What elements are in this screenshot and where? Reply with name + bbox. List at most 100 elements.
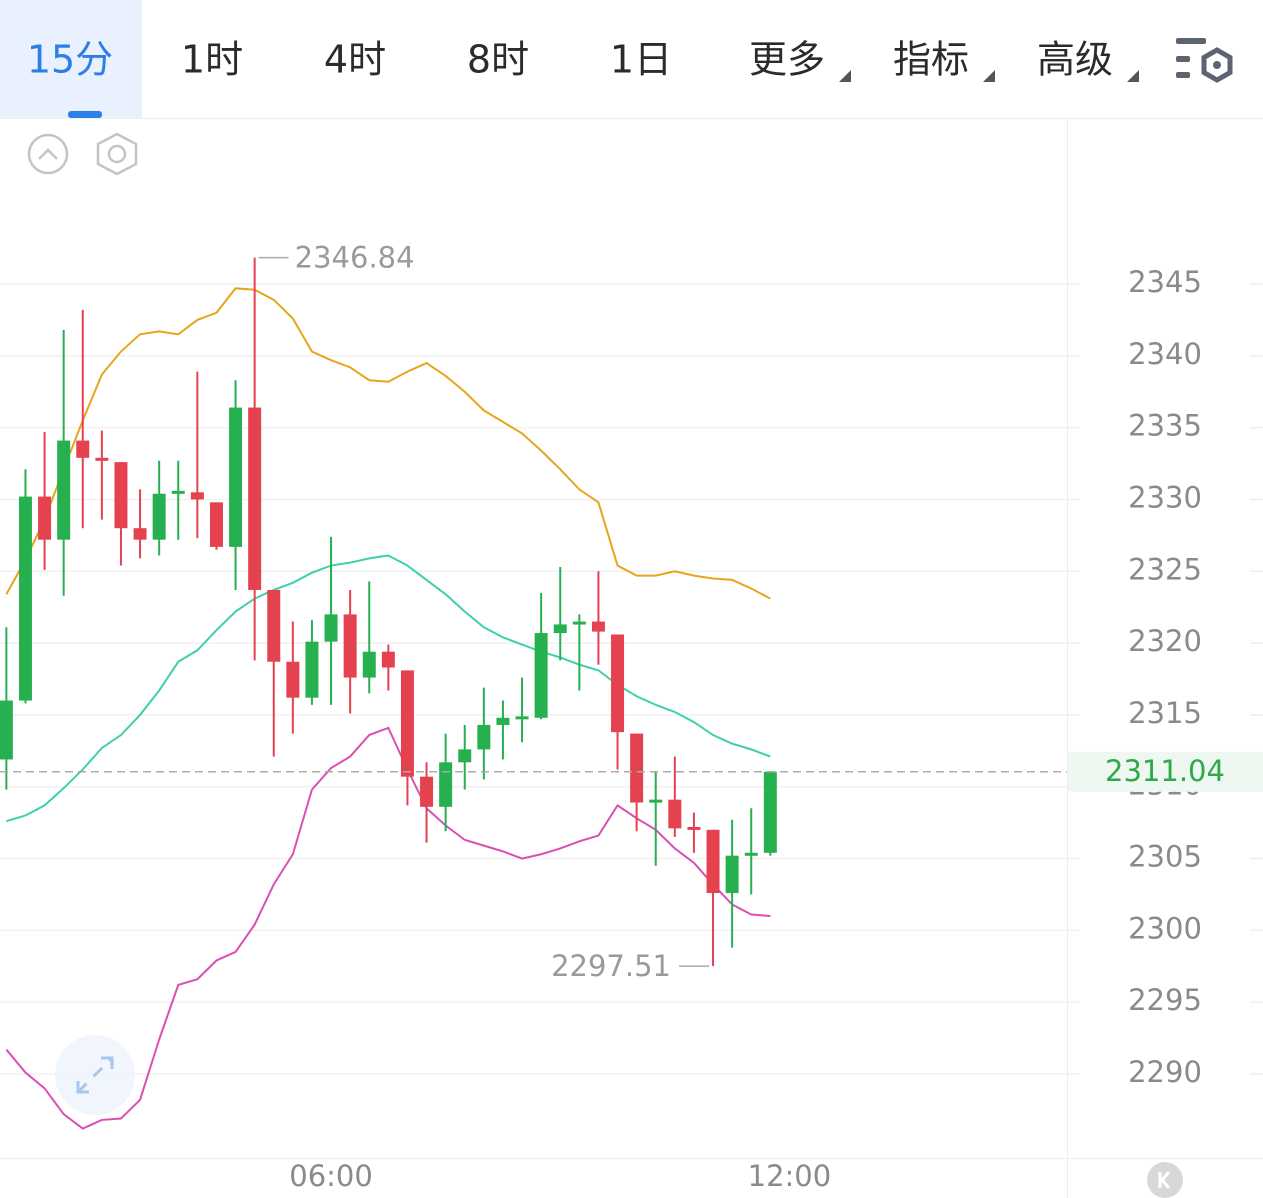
candle-body bbox=[95, 457, 109, 461]
candle-body bbox=[114, 462, 128, 529]
tab[interactable]: 指标 bbox=[893, 38, 995, 83]
candle-body bbox=[190, 492, 204, 500]
icon-arrow-head bbox=[101, 1056, 114, 1069]
candle bbox=[439, 733, 453, 832]
candle-body bbox=[76, 440, 90, 458]
overlay bbox=[55, 1035, 1183, 1198]
menu-caret bbox=[839, 70, 851, 82]
tab[interactable]: 高级 bbox=[1037, 38, 1139, 83]
tab-label: 1时 bbox=[181, 38, 243, 82]
icon-bg bbox=[1147, 1162, 1183, 1198]
band-line bbox=[5, 726, 771, 1130]
candle-body bbox=[591, 621, 605, 632]
tab-label: 更多 bbox=[749, 38, 825, 82]
band-line bbox=[6, 554, 771, 823]
candle-body bbox=[534, 633, 548, 718]
chart-tools bbox=[27, 132, 138, 176]
candle bbox=[18, 469, 32, 704]
candle-body bbox=[553, 624, 567, 634]
y-tick-label: 2300 bbox=[1128, 911, 1202, 945]
candle bbox=[38, 431, 52, 570]
candle-body bbox=[611, 634, 625, 733]
candle-body bbox=[420, 776, 434, 807]
tab-label: 高级 bbox=[1037, 38, 1113, 82]
toolbar: 15分 1时 4时 8时 1日 更多 指标 高级 bbox=[0, 0, 1263, 119]
candle bbox=[668, 756, 682, 837]
tab[interactable]: 15分 bbox=[0, 0, 142, 118]
candle bbox=[152, 460, 166, 556]
candle-body bbox=[649, 799, 663, 803]
candle-body bbox=[439, 762, 453, 807]
candle bbox=[133, 489, 147, 559]
candle bbox=[0, 627, 13, 790]
candle bbox=[515, 677, 529, 743]
price-label: 2311.04 bbox=[1105, 754, 1225, 788]
y-tick-label: 2325 bbox=[1128, 552, 1202, 586]
candle bbox=[362, 581, 376, 694]
tab[interactable]: 8时 bbox=[467, 38, 529, 82]
low-label: 2297.51 bbox=[551, 949, 671, 983]
candle-body bbox=[152, 493, 166, 540]
candle bbox=[591, 571, 605, 665]
candle bbox=[381, 644, 395, 691]
icon-hex bbox=[96, 132, 138, 176]
candle bbox=[763, 771, 777, 856]
candle bbox=[248, 257, 262, 661]
icon-hex bbox=[1201, 47, 1233, 83]
x-tick-label: 12:00 bbox=[748, 1159, 832, 1193]
candle-body bbox=[687, 826, 701, 830]
icon-bar bbox=[1176, 72, 1190, 78]
indicator-settings-button[interactable] bbox=[96, 132, 138, 176]
tab-label: 4时 bbox=[324, 38, 386, 82]
candle-body bbox=[362, 651, 376, 678]
icon-arrow bbox=[76, 1056, 114, 1094]
tab[interactable]: 4时 bbox=[324, 38, 386, 82]
k-button[interactable] bbox=[1147, 1162, 1183, 1198]
menu-caret bbox=[983, 70, 995, 82]
band-line bbox=[5, 287, 771, 600]
icon-arrow-head bbox=[76, 1081, 89, 1094]
candle bbox=[209, 502, 223, 550]
collapse-button[interactable] bbox=[27, 133, 69, 175]
icon-dot bbox=[1213, 61, 1221, 69]
candle bbox=[553, 566, 567, 661]
candle bbox=[114, 462, 128, 566]
candle-body bbox=[496, 717, 510, 725]
candle-body bbox=[229, 407, 243, 547]
icon-dot bbox=[107, 144, 127, 164]
tab[interactable]: 1日 bbox=[610, 38, 672, 82]
candle bbox=[458, 724, 472, 790]
candle bbox=[286, 621, 300, 734]
candle-body bbox=[381, 651, 395, 668]
tab-label: 8时 bbox=[467, 38, 529, 82]
icon-circle bbox=[27, 133, 69, 175]
tab-label: 15分 bbox=[27, 38, 113, 82]
settings-button[interactable] bbox=[1176, 38, 1233, 83]
candle-body bbox=[171, 490, 185, 494]
candle bbox=[305, 620, 319, 705]
icon-k bbox=[1160, 1171, 1171, 1189]
tab[interactable]: 1时 bbox=[181, 38, 243, 82]
candle-body bbox=[0, 700, 13, 760]
tab[interactable]: 更多 bbox=[749, 38, 851, 83]
candle bbox=[534, 592, 548, 720]
candle bbox=[267, 589, 281, 757]
candle-body bbox=[343, 614, 357, 678]
fullscreen-button[interactable] bbox=[55, 1035, 135, 1115]
candle bbox=[76, 309, 90, 529]
candle bbox=[420, 762, 434, 843]
y-tick-label: 2335 bbox=[1128, 409, 1202, 443]
candle bbox=[95, 430, 109, 520]
menu-caret bbox=[1127, 70, 1139, 82]
candle-body bbox=[763, 771, 777, 853]
candle bbox=[611, 634, 625, 770]
y-tick-label: 2320 bbox=[1128, 624, 1202, 658]
plot: 2290229523002305231023152320232523302335… bbox=[0, 118, 1263, 1198]
candle-body bbox=[267, 589, 281, 662]
candle-body bbox=[38, 496, 52, 540]
candle-body bbox=[133, 528, 147, 540]
candle bbox=[477, 687, 491, 780]
